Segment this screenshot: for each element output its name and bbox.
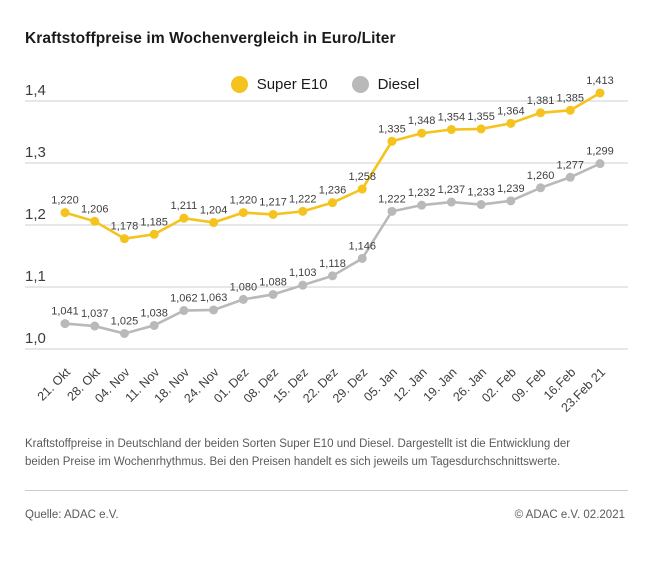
- data-point: [565, 172, 575, 182]
- data-point: [357, 253, 367, 263]
- data-point: [446, 125, 456, 135]
- diesel-marker-icon: [351, 76, 369, 93]
- y-tick-label: 1,1: [25, 268, 46, 285]
- data-point-label: 1,037: [81, 308, 109, 320]
- data-point-label: 1,103: [289, 267, 317, 279]
- data-point: [595, 159, 605, 169]
- data-point: [268, 289, 278, 299]
- data-point: [565, 105, 575, 115]
- data-point-label: 1,038: [140, 307, 168, 319]
- data-point: [328, 198, 337, 208]
- y-tick-label: 1,0: [25, 330, 46, 347]
- data-point-label: 1,041: [51, 306, 79, 318]
- data-point-label: 1,220: [230, 195, 258, 207]
- data-point-label: 1,335: [378, 123, 406, 135]
- data-point-label: 1,277: [557, 159, 585, 171]
- super-e10-marker-icon: [230, 76, 248, 93]
- footer: Quelle: ADAC e.V. © ADAC e.V. 02.2021: [25, 509, 625, 521]
- data-point: [209, 218, 219, 228]
- y-tick-label: 1,2: [25, 206, 46, 223]
- data-point-label: 1,237: [438, 184, 466, 196]
- page-title: Kraftstoffpreise im Wochenvergleich in E…: [25, 30, 396, 47]
- data-point-label: 1,299: [586, 146, 614, 158]
- data-point: [476, 124, 486, 134]
- data-point-label: 1,385: [557, 92, 585, 104]
- data-point: [476, 200, 486, 210]
- data-point-label: 1,348: [408, 115, 436, 127]
- data-point: [417, 200, 427, 210]
- data-point: [268, 209, 278, 219]
- data-point-label: 1,063: [200, 292, 228, 304]
- data-point-label: 1,222: [289, 193, 317, 205]
- data-point-label: 1,236: [319, 185, 347, 197]
- data-point: [238, 208, 248, 218]
- data-point-label: 1,413: [586, 75, 614, 87]
- data-point: [506, 118, 516, 128]
- data-point: [298, 206, 308, 216]
- data-point-label: 1,217: [259, 196, 287, 208]
- data-point-label: 1,206: [81, 203, 109, 215]
- data-point-label: 1,025: [111, 316, 139, 328]
- legend-item-diesel: Diesel: [351, 76, 420, 93]
- data-point-label: 1,260: [527, 170, 555, 182]
- data-point: [595, 88, 605, 98]
- data-point: [357, 184, 367, 194]
- data-point: [209, 305, 219, 315]
- data-point-label: 1,220: [51, 195, 79, 207]
- data-point-label: 1,080: [230, 281, 258, 293]
- copyright-text: © ADAC e.V. 02.2021: [514, 509, 625, 521]
- data-point: [298, 280, 308, 290]
- data-point: [90, 321, 100, 331]
- data-point: [328, 271, 337, 281]
- legend-label-diesel: Diesel: [377, 76, 420, 93]
- data-point-label: 1,258: [348, 171, 376, 183]
- data-point-label: 1,118: [319, 258, 346, 270]
- data-point: [60, 208, 70, 218]
- data-point: [238, 294, 248, 304]
- data-point-label: 1,222: [378, 193, 406, 205]
- data-point: [119, 234, 129, 244]
- data-point-label: 1,381: [527, 95, 555, 107]
- data-point: [536, 108, 546, 118]
- data-point: [60, 319, 70, 329]
- data-point: [506, 196, 516, 206]
- source-text: Quelle: ADAC e.V.: [25, 509, 119, 521]
- data-point-label: 1,239: [497, 183, 525, 195]
- chart-legend: Super E10 Diesel: [0, 76, 650, 93]
- data-point-label: 1,233: [467, 187, 495, 199]
- data-point-label: 1,232: [408, 187, 436, 199]
- data-point-label: 1,355: [467, 111, 495, 123]
- data-point: [446, 197, 456, 207]
- data-point-label: 1,364: [497, 105, 525, 117]
- data-point: [119, 329, 129, 338]
- legend-item-super-e10: Super E10: [230, 76, 328, 93]
- data-point-label: 1,088: [259, 276, 287, 288]
- data-point-label: 1,354: [438, 112, 466, 124]
- data-point: [387, 136, 397, 146]
- data-point: [179, 306, 189, 316]
- data-point: [149, 320, 159, 330]
- y-tick-label: 1,4: [25, 82, 46, 99]
- data-point-label: 1,185: [140, 216, 168, 228]
- data-point-label: 1,204: [200, 205, 228, 217]
- y-tick-label: 1,3: [25, 144, 46, 161]
- data-point-label: 1,178: [111, 221, 139, 233]
- data-point-label: 1,211: [171, 200, 198, 212]
- data-point: [149, 229, 159, 239]
- data-point: [536, 183, 546, 193]
- footer-divider: [25, 490, 628, 491]
- data-point-label: 1,146: [348, 240, 376, 252]
- data-point: [179, 213, 189, 223]
- chart-description: Kraftstoffpreise in Deutschland der beid…: [25, 438, 571, 468]
- data-point: [417, 128, 427, 138]
- legend-label-super-e10: Super E10: [256, 76, 328, 93]
- data-point: [90, 216, 100, 226]
- data-point-label: 1,062: [170, 293, 198, 305]
- data-point: [387, 206, 397, 216]
